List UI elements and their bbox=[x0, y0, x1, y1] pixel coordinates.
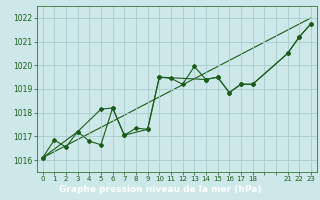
Text: Graphe pression niveau de la mer (hPa): Graphe pression niveau de la mer (hPa) bbox=[59, 185, 261, 194]
